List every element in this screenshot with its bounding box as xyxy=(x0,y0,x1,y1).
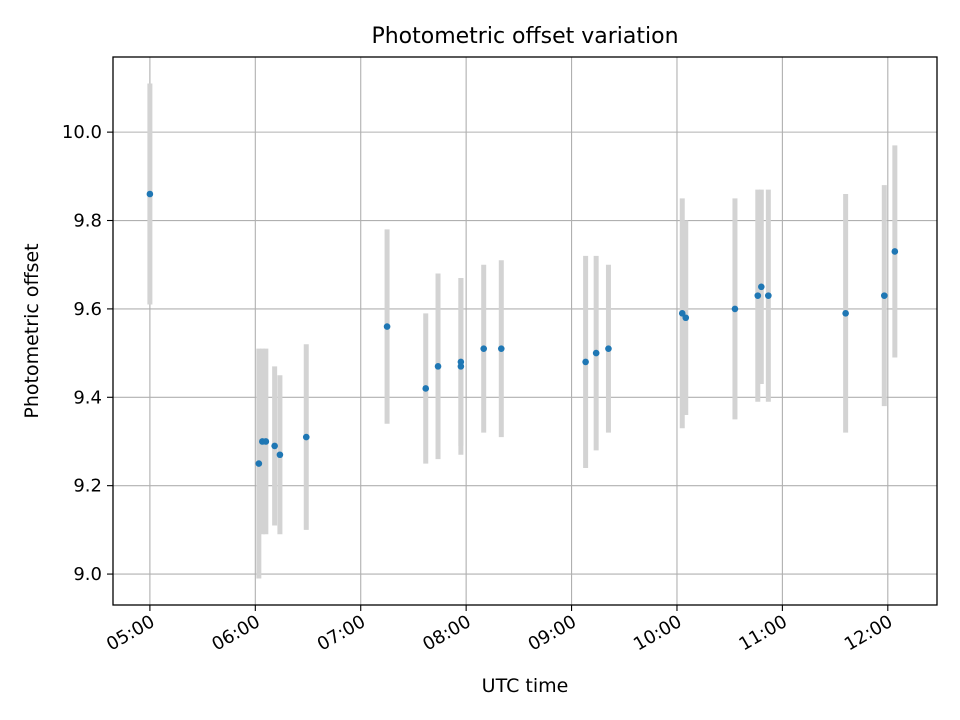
data-point xyxy=(457,358,465,366)
x-axis-label: UTC time xyxy=(482,675,569,697)
y-axis-label: Photometric offset xyxy=(21,243,43,418)
data-points xyxy=(146,190,899,467)
data-point xyxy=(731,305,739,313)
data-point xyxy=(880,292,888,299)
data-point xyxy=(592,349,600,357)
data-point xyxy=(754,292,762,299)
data-point xyxy=(480,345,488,352)
y-tick-label: 9.4 xyxy=(73,387,102,408)
data-point xyxy=(302,433,310,441)
data-point xyxy=(765,292,772,299)
data-point xyxy=(146,190,154,198)
y-axis-ticks: 9.0 9.2 9.4 9.6 9.8 10.0 xyxy=(62,122,113,585)
data-point xyxy=(255,460,263,467)
data-point xyxy=(434,363,442,370)
data-point xyxy=(582,358,589,366)
data-point xyxy=(842,310,849,317)
data-point xyxy=(262,438,270,445)
y-tick-label: 9.8 xyxy=(73,211,102,232)
data-point xyxy=(678,310,686,317)
grid xyxy=(113,57,937,605)
data-point xyxy=(891,248,899,255)
y-tick-label: 10.0 xyxy=(62,122,102,143)
y-tick-label: 9.0 xyxy=(73,564,102,585)
data-point xyxy=(271,442,278,450)
y-tick-label: 9.6 xyxy=(73,299,102,320)
chart-title: Photometric offset variation xyxy=(371,24,678,49)
plot-frame xyxy=(112,56,938,606)
y-tick-label: 9.2 xyxy=(73,476,102,497)
data-point xyxy=(497,345,505,352)
data-point xyxy=(383,323,391,330)
data-point xyxy=(605,345,612,352)
data-point xyxy=(758,283,765,291)
data-point xyxy=(422,385,430,392)
data-point xyxy=(682,314,690,322)
data-point xyxy=(276,451,284,459)
